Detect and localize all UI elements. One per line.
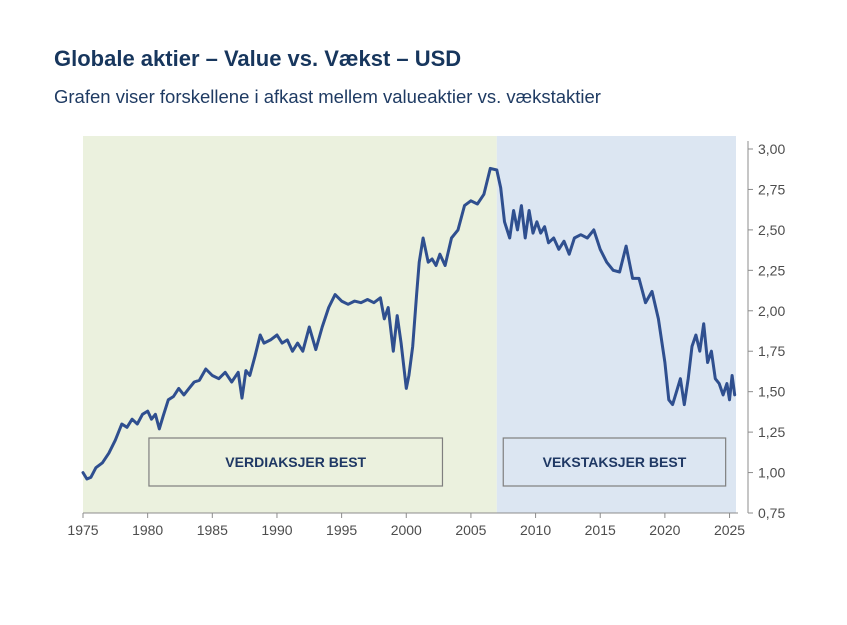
x-tick-label: 2000 — [391, 522, 422, 538]
x-tick-label: 2005 — [455, 522, 486, 538]
y-tick-label: 1,50 — [758, 384, 785, 400]
x-tick-label: 1990 — [261, 522, 292, 538]
series-layer — [81, 166, 737, 481]
axes-layer: 0,75 1,00 1,25 1,50 1,75 2,00 2,25 2,50 2,75 3,00… — [67, 141, 785, 538]
y-tick-label: 1,00 — [758, 465, 785, 481]
y-tick-label: 2,50 — [758, 222, 785, 238]
y-tick-label: 2,00 — [758, 303, 785, 319]
x-tick-label: 1975 — [67, 522, 98, 538]
x-tick-label: 2020 — [649, 522, 680, 538]
x-tick-label: 2015 — [585, 522, 616, 538]
region-growth-background — [496, 136, 736, 513]
y-tick-label: 3,00 — [758, 141, 785, 157]
x-tick-label: 2025 — [714, 522, 745, 538]
x-tick-label: 1985 — [197, 522, 228, 538]
y-tick-label: 2,25 — [758, 262, 785, 278]
region-label-layer: VERDIAKSJER BEST VEKSTAKSJER BEST — [148, 437, 727, 487]
page-title: Globale aktier – Value vs. Vækst – USD — [54, 46, 462, 71]
region-layer — [83, 136, 736, 513]
region-value-background — [83, 136, 497, 513]
y-tick-label: 1,75 — [758, 343, 785, 359]
page-subtitle: Grafen viser forskellene i afkast mellem… — [54, 86, 601, 107]
x-tick-label: 1980 — [132, 522, 163, 538]
x-tick-label: 2010 — [520, 522, 551, 538]
y-tick-label: 0,75 — [758, 505, 785, 521]
region-growth-label: VEKSTAKSJER BEST — [543, 454, 687, 470]
y-tick-label: 1,25 — [758, 424, 785, 440]
series-line — [81, 166, 737, 481]
region-value-label: VERDIAKSJER BEST — [225, 454, 366, 470]
region-growth-box — [502, 437, 727, 487]
y-tick-label: 2,75 — [758, 181, 785, 197]
x-tick-label: 1995 — [326, 522, 357, 538]
region-value-box — [148, 437, 444, 487]
